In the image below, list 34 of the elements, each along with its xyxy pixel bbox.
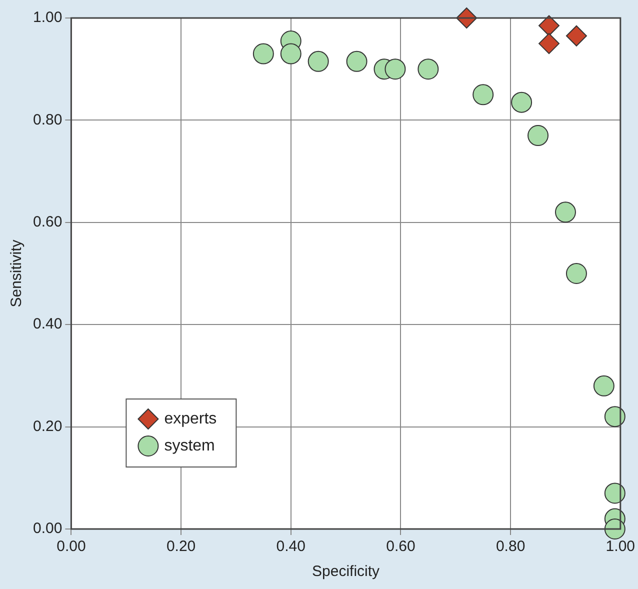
- y-tick-label: 0.00: [32, 520, 62, 538]
- point: [538, 33, 560, 54]
- point: [604, 482, 626, 504]
- point: [346, 50, 368, 72]
- point: [554, 202, 576, 223]
- x-tick-label: 1.00: [606, 538, 636, 556]
- y-tick-label: 0.20: [32, 418, 62, 435]
- x-tick-label: 0.60: [386, 538, 416, 556]
- x-tick-label: 0.40: [276, 538, 306, 556]
- x-tick-label: 0.00: [56, 538, 86, 556]
- point: [472, 84, 494, 106]
- point: [308, 50, 329, 72]
- y-axis-title: Sensitivity: [8, 239, 26, 308]
- point: [604, 518, 626, 540]
- point: [280, 43, 302, 64]
- x-tick-label: 0.20: [166, 538, 196, 556]
- y-tick-label: 0.80: [32, 111, 62, 128]
- legend-label: system: [164, 437, 215, 454]
- point: [418, 58, 439, 80]
- point: [528, 125, 549, 146]
- y-tick-label: 0.40: [32, 316, 62, 333]
- x-axis-title: Specificity: [312, 563, 380, 580]
- y-tick-label: 1.00: [32, 9, 62, 26]
- y-tick-label: 0.60: [32, 214, 62, 231]
- x-tick-label: 0.80: [496, 538, 526, 556]
- point: [604, 406, 626, 428]
- point: [593, 375, 614, 396]
- legend-label: experts: [164, 410, 217, 428]
- point: [566, 25, 587, 46]
- point: [566, 263, 587, 284]
- point: [538, 15, 560, 36]
- point: [252, 43, 274, 64]
- point: [384, 58, 406, 80]
- point: [511, 92, 532, 113]
